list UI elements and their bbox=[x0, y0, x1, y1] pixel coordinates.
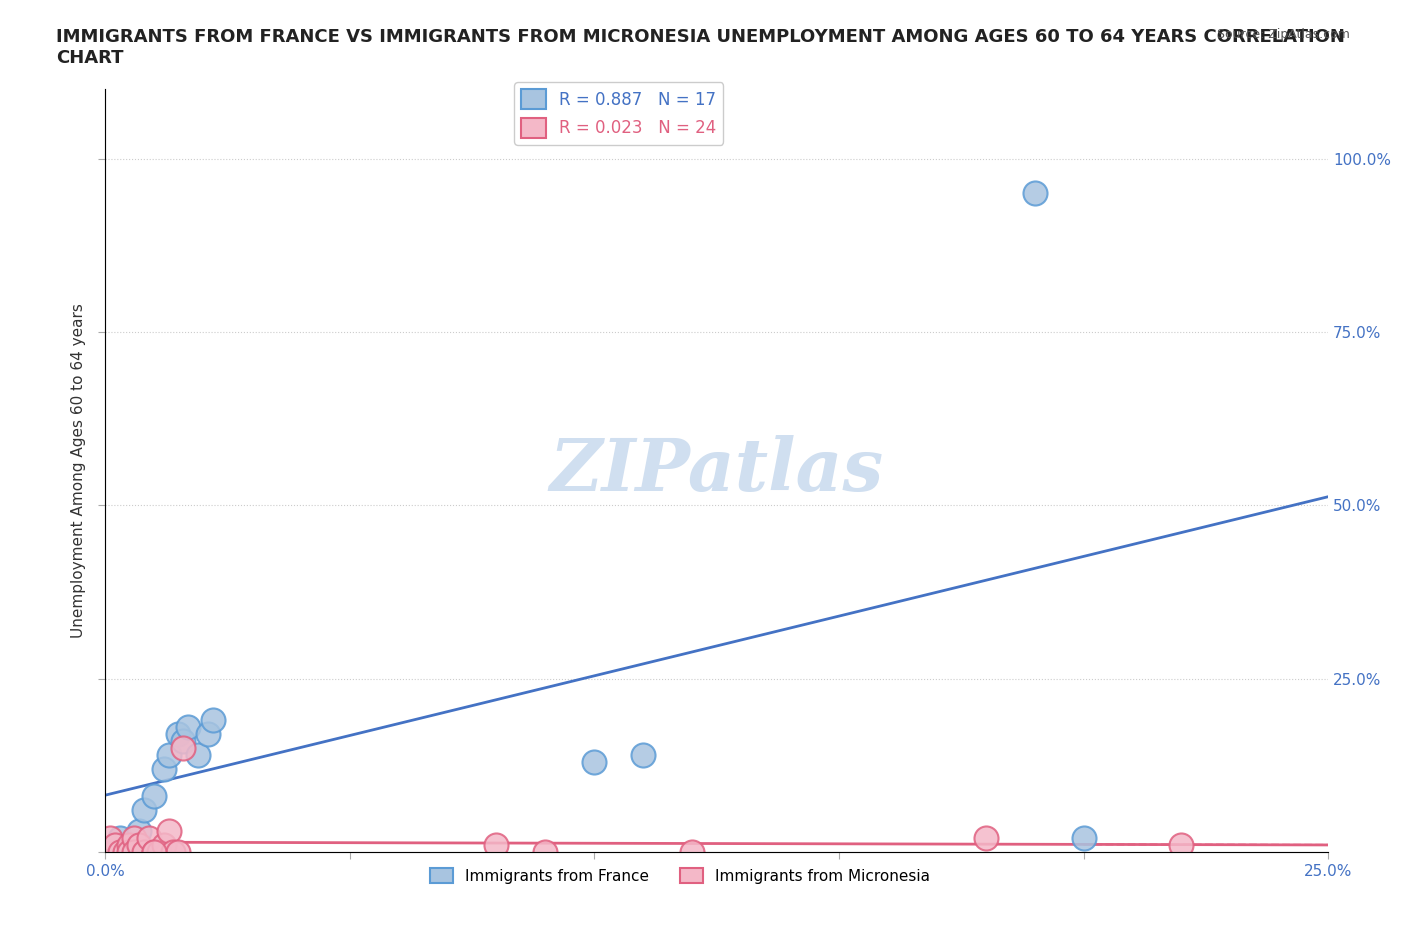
Immigrants from Micronesia bbox=[157, 824, 180, 839]
Immigrants from France bbox=[134, 803, 156, 817]
Immigrants from France bbox=[583, 754, 606, 769]
Immigrants from Micronesia bbox=[148, 844, 170, 859]
Text: Source: ZipAtlas.com: Source: ZipAtlas.com bbox=[1216, 28, 1350, 41]
Immigrants from Micronesia bbox=[167, 844, 190, 859]
Immigrants from France bbox=[108, 830, 131, 845]
Immigrants from Micronesia bbox=[485, 837, 508, 852]
Immigrants from Micronesia bbox=[108, 844, 131, 859]
Immigrants from Micronesia bbox=[118, 844, 141, 859]
Text: ZIPatlas: ZIPatlas bbox=[550, 435, 883, 506]
Immigrants from France bbox=[157, 748, 180, 763]
Immigrants from Micronesia bbox=[124, 844, 146, 859]
Immigrants from France bbox=[1024, 186, 1046, 201]
Immigrants from France bbox=[152, 761, 174, 776]
Y-axis label: Unemployment Among Ages 60 to 64 years: Unemployment Among Ages 60 to 64 years bbox=[72, 303, 86, 638]
Immigrants from France bbox=[631, 748, 654, 763]
Immigrants from Micronesia bbox=[534, 844, 557, 859]
Immigrants from Micronesia bbox=[124, 830, 146, 845]
Immigrants from Micronesia bbox=[134, 844, 156, 859]
Immigrants from Micronesia bbox=[142, 844, 165, 859]
Immigrants from France bbox=[172, 734, 194, 749]
Immigrants from Micronesia bbox=[152, 837, 174, 852]
Immigrants from France bbox=[128, 824, 150, 839]
Immigrants from Micronesia bbox=[172, 740, 194, 755]
Immigrants from Micronesia bbox=[128, 837, 150, 852]
Legend: Immigrants from France, Immigrants from Micronesia: Immigrants from France, Immigrants from … bbox=[423, 862, 936, 890]
Immigrants from France bbox=[187, 748, 209, 763]
Immigrants from Micronesia bbox=[138, 830, 160, 845]
Immigrants from Micronesia bbox=[162, 844, 184, 859]
Immigrants from France bbox=[201, 712, 224, 727]
Immigrants from France bbox=[177, 720, 200, 735]
Immigrants from France bbox=[1073, 830, 1095, 845]
Immigrants from France bbox=[167, 726, 190, 741]
Immigrants from Micronesia bbox=[1170, 837, 1192, 852]
Immigrants from Micronesia bbox=[681, 844, 703, 859]
Immigrants from Micronesia bbox=[974, 830, 997, 845]
Immigrants from Micronesia bbox=[104, 837, 127, 852]
Immigrants from France bbox=[197, 726, 219, 741]
Immigrants from Micronesia bbox=[142, 844, 165, 859]
Immigrants from Micronesia bbox=[114, 844, 136, 859]
Immigrants from France bbox=[142, 789, 165, 804]
Immigrants from Micronesia bbox=[98, 830, 121, 845]
Text: IMMIGRANTS FROM FRANCE VS IMMIGRANTS FROM MICRONESIA UNEMPLOYMENT AMONG AGES 60 : IMMIGRANTS FROM FRANCE VS IMMIGRANTS FRO… bbox=[56, 28, 1346, 67]
Immigrants from France bbox=[118, 837, 141, 852]
Immigrants from Micronesia bbox=[118, 837, 141, 852]
